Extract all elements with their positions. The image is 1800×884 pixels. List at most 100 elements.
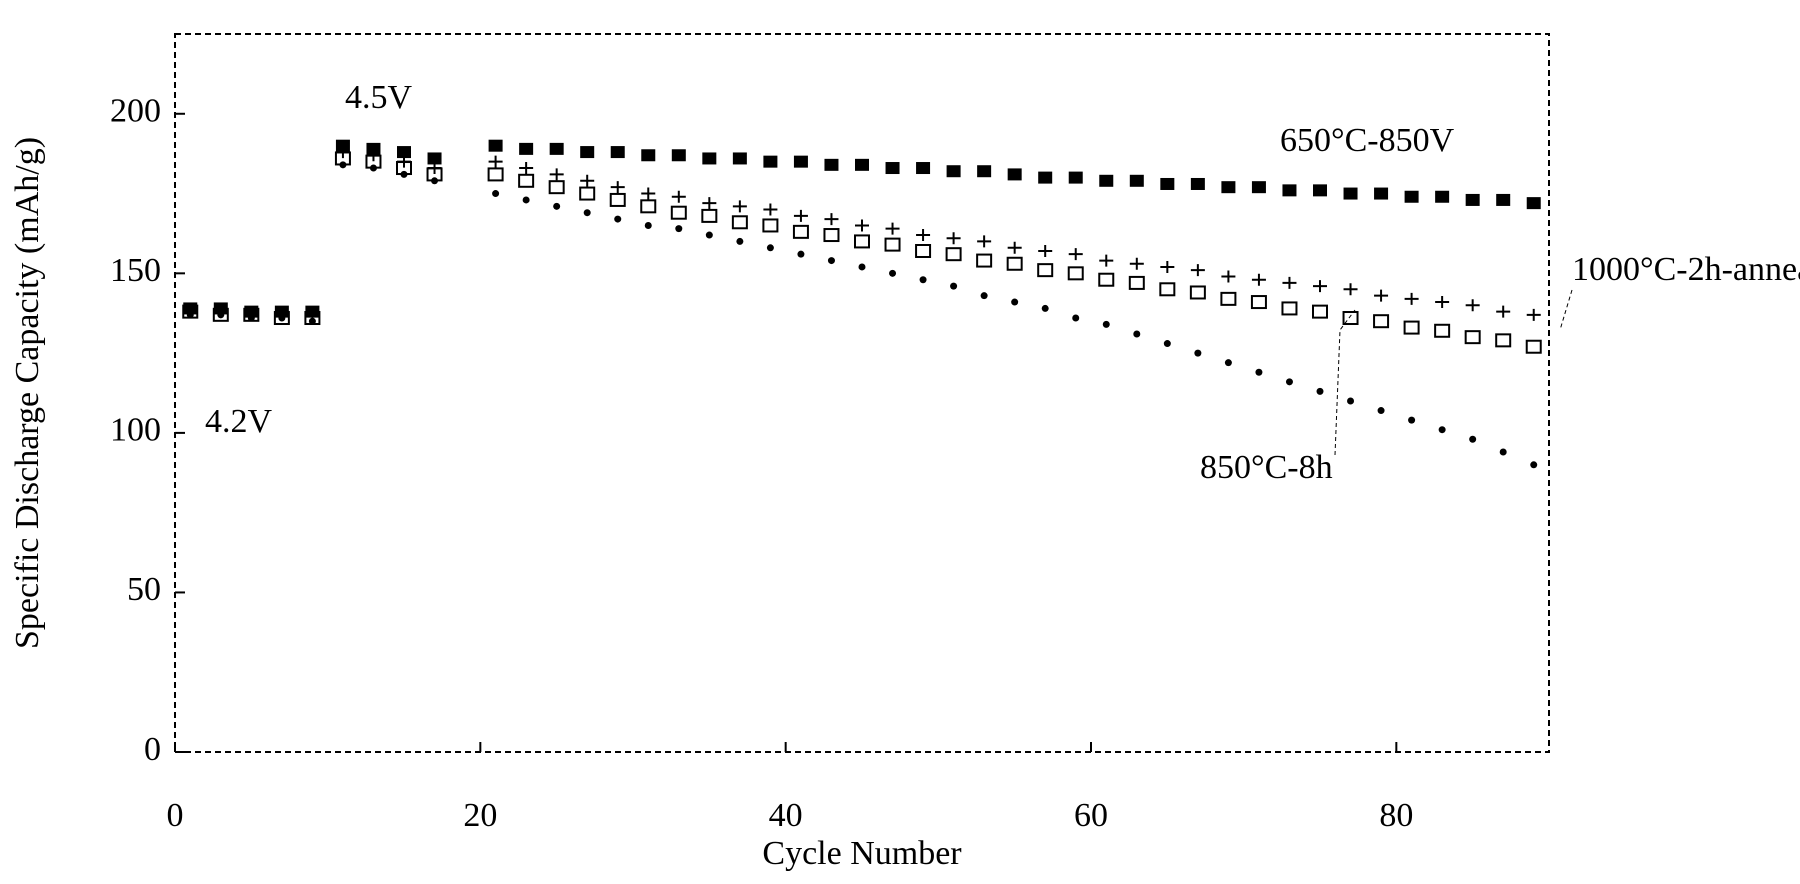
marker bbox=[1072, 314, 1080, 322]
marker bbox=[400, 170, 408, 178]
marker bbox=[736, 237, 744, 245]
marker bbox=[1408, 416, 1416, 424]
marker bbox=[792, 224, 809, 239]
marker bbox=[1403, 320, 1420, 335]
marker bbox=[1496, 305, 1511, 318]
x-tick-label: 60 bbox=[1074, 797, 1108, 834]
marker bbox=[1282, 184, 1297, 197]
marker bbox=[763, 203, 778, 216]
marker bbox=[1068, 248, 1083, 261]
marker bbox=[1404, 292, 1419, 305]
marker bbox=[1098, 272, 1115, 287]
marker bbox=[644, 221, 652, 229]
marker bbox=[702, 197, 717, 210]
marker bbox=[1189, 285, 1206, 300]
marker bbox=[946, 165, 961, 178]
marker bbox=[1313, 280, 1327, 293]
marker bbox=[519, 142, 534, 155]
marker bbox=[1438, 426, 1446, 434]
marker bbox=[278, 314, 286, 322]
marker bbox=[855, 219, 869, 232]
marker bbox=[1128, 275, 1145, 290]
marker bbox=[247, 314, 255, 322]
marker bbox=[885, 162, 900, 175]
marker bbox=[339, 161, 347, 169]
marker bbox=[488, 139, 503, 152]
marker bbox=[1313, 184, 1327, 197]
marker bbox=[186, 311, 194, 319]
marker bbox=[858, 263, 866, 271]
x-axis-label: Cycle Number bbox=[762, 835, 962, 872]
marker bbox=[1404, 190, 1419, 203]
marker bbox=[824, 213, 839, 226]
marker bbox=[1496, 193, 1511, 206]
marker bbox=[1194, 349, 1202, 357]
marker bbox=[919, 276, 927, 284]
marker bbox=[1465, 299, 1480, 312]
marker bbox=[980, 292, 988, 300]
marker bbox=[1525, 339, 1542, 354]
marker bbox=[793, 209, 808, 222]
marker bbox=[823, 228, 840, 243]
marker bbox=[855, 158, 869, 171]
marker bbox=[1038, 244, 1053, 257]
marker bbox=[1343, 187, 1358, 200]
marker bbox=[1530, 461, 1538, 469]
marker bbox=[553, 202, 561, 210]
marker bbox=[641, 187, 656, 200]
x-tick-label: 0 bbox=[167, 797, 184, 834]
marker bbox=[580, 174, 595, 187]
marker bbox=[1221, 270, 1236, 283]
y-tick-label: 200 bbox=[110, 93, 161, 130]
marker bbox=[889, 269, 897, 277]
marker bbox=[1006, 256, 1023, 271]
marker bbox=[1282, 276, 1297, 289]
marker bbox=[609, 192, 626, 207]
marker bbox=[1435, 190, 1450, 203]
annotation: 850°C-8h bbox=[1200, 449, 1333, 486]
marker bbox=[1312, 304, 1328, 319]
marker bbox=[1102, 320, 1110, 328]
marker bbox=[1374, 289, 1389, 302]
marker bbox=[369, 164, 377, 172]
marker bbox=[1099, 254, 1114, 267]
y-tick-label: 0 bbox=[144, 731, 161, 768]
marker bbox=[976, 253, 993, 268]
marker bbox=[579, 186, 596, 201]
marker bbox=[1067, 266, 1084, 281]
marker bbox=[487, 167, 504, 182]
marker bbox=[583, 209, 591, 217]
marker bbox=[431, 177, 439, 185]
marker bbox=[1373, 314, 1390, 329]
marker bbox=[977, 165, 992, 178]
marker bbox=[946, 232, 961, 245]
marker bbox=[308, 317, 316, 325]
marker bbox=[701, 208, 718, 223]
y-tick-label: 150 bbox=[110, 252, 161, 289]
marker bbox=[518, 173, 535, 188]
marker bbox=[732, 200, 747, 213]
marker bbox=[335, 139, 350, 152]
marker bbox=[1007, 241, 1022, 254]
marker bbox=[1221, 181, 1236, 194]
marker bbox=[519, 162, 534, 175]
marker bbox=[1465, 193, 1480, 206]
marker bbox=[488, 155, 503, 168]
y-axis-label: Specific Discharge Capacity (mAh/g) bbox=[9, 137, 46, 649]
marker bbox=[945, 247, 962, 262]
marker bbox=[397, 146, 411, 159]
annotation: 4.5V bbox=[345, 79, 413, 116]
annotation: 1000°C-2h-anneal bbox=[1572, 251, 1800, 288]
marker bbox=[1007, 168, 1022, 181]
marker bbox=[1251, 273, 1266, 286]
plot-frame bbox=[174, 33, 1550, 753]
marker bbox=[549, 168, 564, 181]
marker bbox=[977, 235, 992, 248]
marker bbox=[522, 196, 530, 204]
y-tick-label: 100 bbox=[110, 412, 161, 449]
marker bbox=[705, 231, 713, 239]
marker bbox=[427, 152, 442, 165]
marker bbox=[1469, 435, 1477, 443]
marker bbox=[1224, 359, 1232, 367]
marker bbox=[1163, 340, 1171, 348]
